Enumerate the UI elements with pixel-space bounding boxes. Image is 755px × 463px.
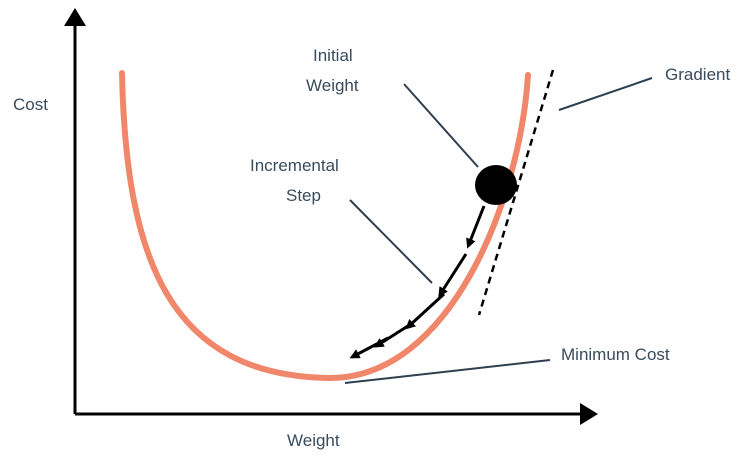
initial-weight-leader	[403, 83, 479, 168]
axes	[64, 8, 598, 425]
minimum-cost-label: Minimum Cost	[561, 345, 670, 364]
y-axis-label: Cost	[13, 95, 48, 114]
gradient-label: Gradient	[665, 65, 730, 84]
leader-lines	[344, 77, 653, 384]
initial-weight-ball	[475, 165, 517, 205]
step-arrow-3	[405, 292, 446, 330]
incremental-step-label-line1: Incremental	[250, 156, 339, 175]
gradient-tangent-line	[477, 69, 555, 316]
initial-weight-label-line2: Weight	[306, 76, 359, 95]
incremental-step-leader	[349, 199, 433, 284]
x-axis-arrowhead	[580, 403, 598, 425]
x-axis-label: Weight	[287, 431, 340, 450]
incremental-step-label-line2: Step	[286, 186, 321, 205]
cost-curve	[119, 70, 531, 382]
step-arrow-1	[466, 205, 486, 249]
step-arrow-2	[438, 253, 468, 298]
initial-weight-label-line1: Initial	[313, 46, 353, 65]
step-arrows	[349, 205, 486, 359]
step-arrow-5	[349, 336, 389, 359]
y-axis-arrowhead	[64, 8, 86, 26]
gradient-leader	[558, 77, 653, 111]
minimum-cost-leader	[344, 359, 551, 384]
